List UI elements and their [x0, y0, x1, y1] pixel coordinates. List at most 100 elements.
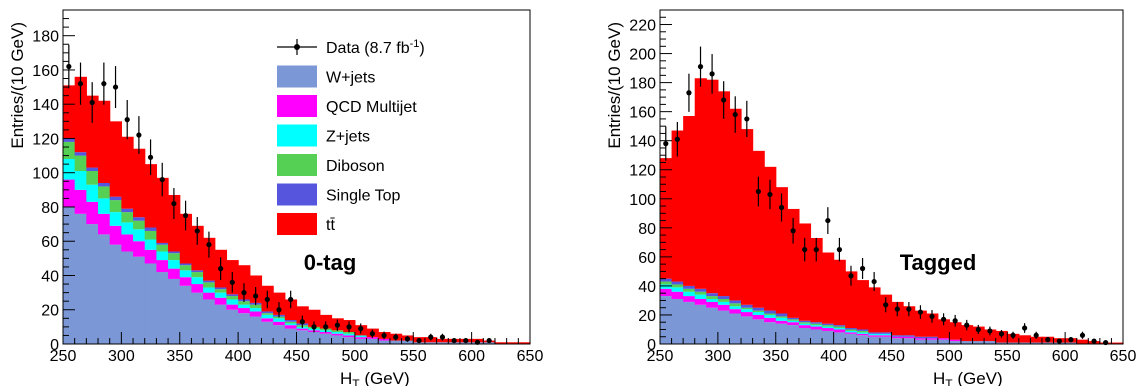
bar — [879, 333, 893, 336]
bar — [926, 338, 939, 340]
bar — [729, 300, 742, 304]
bar — [775, 317, 788, 321]
bar — [343, 337, 356, 344]
bar — [764, 166, 777, 311]
data-point — [299, 319, 305, 325]
data-point — [813, 247, 819, 253]
data-point — [486, 337, 492, 344]
bar — [214, 297, 228, 305]
bar — [856, 332, 869, 334]
bar — [810, 237, 823, 323]
x-tick-label: 350 — [762, 348, 789, 365]
bar — [319, 333, 333, 344]
bar — [1018, 335, 1031, 343]
data-point — [112, 84, 119, 90]
bar — [694, 298, 707, 305]
bar — [891, 301, 904, 336]
bar — [494, 342, 508, 344]
bar — [741, 129, 754, 305]
bar — [214, 304, 228, 344]
bar — [98, 213, 111, 235]
bar — [424, 342, 438, 344]
series-4 — [660, 278, 939, 339]
bar — [868, 333, 881, 336]
bar — [214, 287, 228, 290]
bar — [284, 299, 298, 321]
bar — [717, 301, 731, 305]
x-tick-label: 650 — [1110, 348, 1137, 365]
chart-tagged: 250 300 350 400 450 500 550 600 650 0 20 40 60 80 100 1… — [605, 9, 1137, 386]
bar — [868, 336, 881, 344]
bar — [671, 281, 684, 285]
bar — [226, 309, 239, 344]
data-point — [346, 324, 352, 330]
legend-label: QCD Multijet — [326, 99, 417, 116]
bar — [86, 167, 99, 172]
data-point — [778, 204, 785, 211]
y-tick-label: 40 — [41, 268, 59, 285]
bar — [752, 312, 765, 315]
bar — [98, 100, 111, 183]
legend-swatch — [277, 65, 317, 88]
bar — [156, 244, 169, 252]
bar — [156, 177, 169, 243]
bar — [238, 265, 251, 300]
bar — [203, 237, 216, 281]
bar — [949, 322, 962, 340]
region-label: 0-tag — [304, 250, 357, 275]
bar — [729, 108, 742, 301]
bar — [121, 208, 134, 213]
x-tick-label: 550 — [400, 348, 427, 365]
x-tick-label: 400 — [225, 348, 252, 365]
data-point — [404, 336, 411, 342]
data-point — [767, 191, 773, 198]
chart-0tag: 250 300 350 400 450 500 550 600 650 0 20 40 60 80 100 1… — [8, 9, 543, 386]
bar — [914, 310, 927, 337]
bar — [706, 79, 719, 294]
data-point — [358, 325, 364, 332]
data-point — [171, 200, 177, 207]
bar — [741, 316, 754, 344]
bar — [845, 329, 858, 331]
bar — [74, 76, 87, 153]
y-axis-title: Entries/(10 GeV) — [605, 22, 624, 149]
x-tick-label: 250 — [647, 348, 674, 365]
bar — [74, 189, 87, 214]
bar — [671, 291, 684, 299]
legend-swatch — [277, 183, 317, 206]
bar — [273, 318, 286, 322]
bar — [752, 314, 765, 320]
data-point — [987, 328, 993, 334]
bar — [168, 253, 181, 261]
data-point — [253, 293, 259, 299]
bar — [741, 312, 754, 317]
bar — [296, 306, 309, 324]
legend-swatch — [277, 124, 317, 147]
bar — [787, 208, 800, 318]
data-point — [1033, 332, 1039, 338]
bar — [833, 329, 846, 333]
data-point — [917, 309, 924, 315]
bar — [787, 325, 800, 344]
x-tick-label: 250 — [50, 348, 77, 365]
bar — [717, 310, 731, 344]
bar — [694, 78, 707, 289]
bar — [671, 287, 684, 292]
bar — [308, 332, 321, 344]
bar — [879, 332, 893, 334]
bar — [284, 323, 298, 326]
bar — [179, 285, 193, 344]
bar — [671, 298, 684, 344]
x-tick-label: 400 — [820, 348, 847, 365]
bar — [74, 155, 87, 172]
data-point — [802, 247, 808, 253]
bar — [261, 318, 274, 322]
bar — [694, 294, 707, 299]
data-point — [721, 97, 727, 103]
bar — [775, 320, 788, 324]
data-point — [940, 316, 947, 322]
bar — [1041, 342, 1055, 344]
series-1 — [63, 179, 391, 341]
bar — [109, 196, 122, 201]
